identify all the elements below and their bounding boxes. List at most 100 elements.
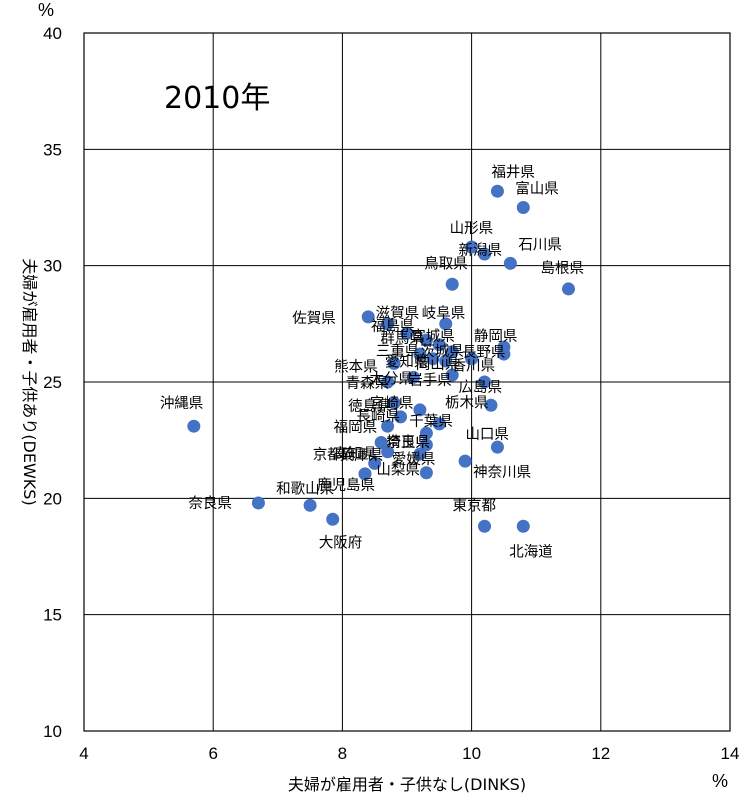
data-point <box>419 333 433 347</box>
data-point <box>465 352 479 366</box>
data-point <box>419 426 433 440</box>
data-point <box>445 368 459 382</box>
point-label: 高知県 <box>333 445 377 462</box>
point-label: 山形県 <box>450 220 494 237</box>
point-label: 福島県 <box>371 318 415 335</box>
x-unit-label: % <box>712 771 728 791</box>
y-tick-label: 40 <box>43 24 62 43</box>
x-tick-label: 10 <box>462 744 481 763</box>
data-point <box>432 417 446 431</box>
y-tick-label: 10 <box>43 722 62 741</box>
data-point <box>419 438 433 452</box>
data-point <box>303 498 317 512</box>
y-axis-title: 夫婦が雇用者・子供あり(DEWKS) <box>20 258 39 505</box>
point-label: 岡山県 <box>416 356 460 373</box>
point-label: 福井県 <box>491 164 535 181</box>
plot-frame <box>83 32 731 732</box>
x-tick-label: 12 <box>591 744 610 763</box>
data-point <box>419 466 433 480</box>
data-point <box>368 456 382 470</box>
data-point <box>381 419 395 433</box>
point-label: 三重県 <box>376 343 420 360</box>
point-label: 京都府 <box>313 446 357 463</box>
data-point <box>413 447 427 461</box>
point-label: 山梨県 <box>376 462 420 479</box>
data-point <box>458 454 472 468</box>
data-point <box>484 398 498 412</box>
data-point <box>394 410 408 424</box>
point-label: 奈良県 <box>386 434 430 451</box>
x-tick-label: 14 <box>721 744 740 763</box>
point-label: 滋賀県 <box>376 305 420 322</box>
point-label: 島根県 <box>541 260 585 277</box>
point-label: 神奈川県 <box>473 464 531 481</box>
point-label: 兵庫県 <box>340 447 384 464</box>
x-tick-label: 4 <box>79 744 88 763</box>
data-point <box>326 512 340 526</box>
data-point <box>426 352 440 366</box>
data-point <box>387 356 401 370</box>
point-label: 石川県 <box>518 237 562 253</box>
point-label: 長崎県 <box>357 408 401 425</box>
data-point <box>465 240 479 254</box>
point-label: 沖縄県 <box>160 395 204 412</box>
point-label: 青森県 <box>346 375 390 392</box>
point-label: 北海道 <box>509 543 553 560</box>
x-tick-label: 6 <box>208 744 217 763</box>
data-point <box>445 345 459 359</box>
point-label: 千葉県 <box>409 413 453 430</box>
point-label: 鹿児島県 <box>317 477 375 494</box>
y-tick-label: 20 <box>43 489 62 508</box>
point-label: 愛知県 <box>385 354 429 371</box>
x-tick-label: 8 <box>338 744 347 763</box>
point-label: 熊本県 <box>334 358 378 375</box>
point-label: 新潟県 <box>459 242 503 259</box>
data-point <box>490 184 504 198</box>
y-tick-label: 15 <box>43 606 62 625</box>
point-label: 香川県 <box>452 358 496 375</box>
data-point <box>387 396 401 410</box>
y-tick-label: 35 <box>43 140 62 159</box>
data-point <box>478 247 492 261</box>
point-label: 大阪府 <box>319 534 363 551</box>
y-unit-label: % <box>38 0 54 20</box>
year-annotation: 2010年 <box>164 81 270 116</box>
y-tick-label: 30 <box>43 257 62 276</box>
point-label: 茨城県 <box>420 343 464 360</box>
data-point <box>490 440 504 454</box>
data-point <box>400 326 414 340</box>
point-label: 群馬県 <box>380 330 424 347</box>
data-point <box>503 256 517 270</box>
point-label: 山口県 <box>465 426 509 443</box>
data-point <box>497 347 511 361</box>
point-label: 福岡県 <box>334 419 378 436</box>
data-point <box>381 375 395 389</box>
data-point <box>413 403 427 417</box>
data-point <box>516 201 530 214</box>
point-label: 宮崎県 <box>370 395 414 412</box>
point-label: 岐阜県 <box>422 305 466 322</box>
point-label: 栃木県 <box>445 394 489 411</box>
point-label: 鳥取県 <box>424 255 468 272</box>
data-point <box>445 277 459 291</box>
data-point <box>381 317 395 331</box>
data-point <box>406 370 420 384</box>
point-label: 宮城県 <box>411 328 455 345</box>
point-label: 和歌山県 <box>276 480 334 497</box>
point-label: 愛媛県 <box>392 451 436 468</box>
data-point <box>413 347 427 361</box>
data-point <box>478 375 492 389</box>
data-point <box>516 519 530 533</box>
point-label: 徳島県 <box>348 398 392 415</box>
x-axis-title: 夫婦が雇用者・子供なし(DINKS) <box>288 775 526 794</box>
point-label: 大分県 <box>369 370 413 387</box>
x-tick-labels: 4 6 8 10 12 14 <box>79 744 739 763</box>
point-label: 岩手県 <box>408 372 452 389</box>
data-point <box>361 310 375 324</box>
point-label: 佐賀県 <box>292 310 336 327</box>
point-label: 奈良県 <box>188 495 232 512</box>
point-label: 静岡県 <box>474 328 518 345</box>
point-label: 長野県 <box>462 344 506 361</box>
